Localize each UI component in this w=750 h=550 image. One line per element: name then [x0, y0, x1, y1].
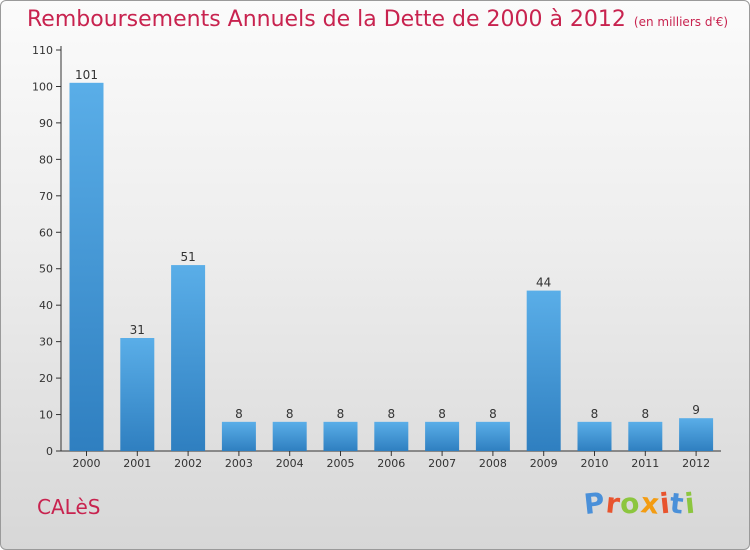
bar-value-label: 8 — [489, 407, 497, 421]
x-tick-label: 2002 — [174, 457, 202, 470]
x-tick-label: 2003 — [225, 457, 253, 470]
x-tick-label: 2000 — [73, 457, 101, 470]
bar — [272, 421, 307, 451]
bar — [69, 82, 104, 452]
bar-value-label: 51 — [180, 250, 195, 264]
x-tick-label: 2004 — [276, 457, 304, 470]
y-tick-label: 0 — [46, 445, 53, 458]
y-tick-label: 70 — [39, 190, 53, 203]
x-tick-label: 2008 — [479, 457, 507, 470]
y-tick-label: 60 — [39, 226, 53, 239]
bar-value-label: 31 — [130, 323, 145, 337]
bar — [171, 265, 206, 451]
y-tick-label: 30 — [39, 336, 53, 349]
bar — [679, 418, 714, 451]
y-tick-label: 20 — [39, 372, 53, 385]
bar-value-label: 101 — [75, 68, 98, 82]
bar-value-label: 8 — [591, 407, 599, 421]
x-tick-label: 2011 — [631, 457, 659, 470]
bar-value-label: 8 — [337, 407, 345, 421]
y-tick-label: 90 — [39, 117, 53, 130]
logo-letter: i — [682, 486, 697, 521]
y-tick-label: 10 — [39, 409, 53, 422]
chart-title: Remboursements Annuels de la Dette de 20… — [27, 7, 728, 32]
bar-value-label: 9 — [692, 403, 700, 417]
bar — [323, 421, 358, 451]
bar — [425, 421, 460, 451]
town-name: CALèS — [37, 495, 101, 519]
x-tick-label: 2010 — [581, 457, 609, 470]
y-tick-label: 80 — [39, 153, 53, 166]
x-tick-label: 2006 — [377, 457, 405, 470]
x-tick-label: 2009 — [530, 457, 558, 470]
bar — [221, 421, 256, 451]
proxiti-logo: Proxiti — [582, 485, 697, 522]
bar — [120, 337, 155, 451]
bar — [475, 421, 510, 451]
x-tick-label: 2001 — [123, 457, 151, 470]
y-tick-label: 100 — [32, 80, 53, 93]
y-tick-label: 50 — [39, 263, 53, 276]
bar-value-label: 8 — [286, 407, 294, 421]
bar-value-label: 8 — [438, 407, 446, 421]
bar — [374, 421, 409, 451]
bar-value-label: 8 — [387, 407, 395, 421]
logo-letter: P — [582, 485, 608, 522]
y-tick-label: 110 — [32, 44, 53, 57]
bar-value-label: 8 — [235, 407, 243, 421]
unit-note: (en milliers d'€) — [633, 15, 729, 29]
bar — [526, 290, 561, 451]
bar — [628, 421, 663, 451]
bar — [577, 421, 612, 451]
x-tick-label: 2012 — [682, 457, 710, 470]
x-tick-label: 2005 — [327, 457, 355, 470]
bar-value-label: 8 — [641, 407, 649, 421]
y-tick-label: 40 — [39, 299, 53, 312]
title-text: Remboursements Annuels de la Dette de 20… — [27, 7, 626, 32]
bar-value-label: 44 — [536, 276, 551, 290]
x-tick-label: 2007 — [428, 457, 456, 470]
